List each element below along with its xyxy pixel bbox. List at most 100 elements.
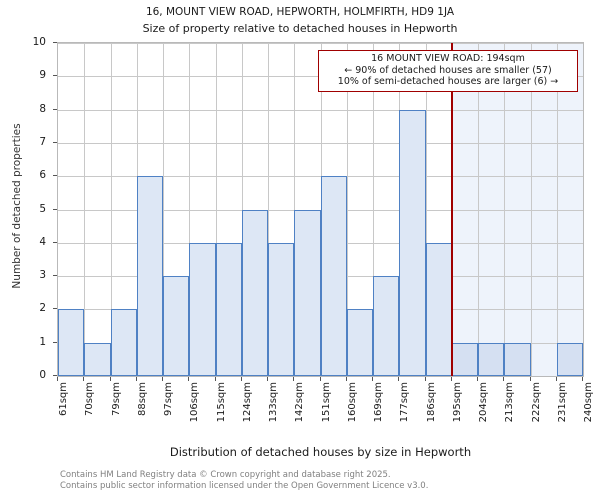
gridline-vertical <box>268 43 269 376</box>
x-tick-mark <box>293 377 295 381</box>
histogram-bar <box>294 209 321 376</box>
gridline-vertical <box>215 43 217 376</box>
gridline-vertical <box>556 43 558 376</box>
x-tick-label: 231sqm <box>556 382 568 423</box>
x-tick-label: 169sqm <box>373 382 384 423</box>
histogram-bar <box>110 309 137 376</box>
x-tick-mark <box>188 377 190 381</box>
gridline-vertical <box>425 43 427 376</box>
x-tick-label: 240sqm <box>583 382 594 423</box>
footer-line-1: Contains HM Land Registry data © Crown c… <box>60 470 391 480</box>
x-tick-label: 106sqm <box>189 382 201 423</box>
y-tick-label: 3 <box>39 269 46 282</box>
x-tick-label: 204sqm <box>478 382 489 423</box>
gridline-vertical <box>163 43 164 376</box>
y-tick-label: 4 <box>39 235 46 248</box>
x-tick-mark <box>529 377 531 381</box>
y-tick-label: 6 <box>39 169 46 182</box>
x-tick-label: 97sqm <box>163 382 174 417</box>
gridline-vertical <box>110 43 112 376</box>
x-tick-mark <box>398 377 400 381</box>
annotation-line-larger: 10% of semi-detached houses are larger (… <box>337 76 559 87</box>
x-tick-mark <box>424 377 426 381</box>
chart-subtitle: Size of property relative to detached ho… <box>142 22 458 35</box>
y-tick-label: 5 <box>39 202 46 215</box>
x-tick-mark <box>582 377 583 381</box>
x-tick-label: 213sqm <box>504 382 516 423</box>
y-tick-mark <box>53 141 57 143</box>
x-tick-mark <box>477 377 478 381</box>
x-tick-mark <box>267 377 268 381</box>
x-tick-mark <box>83 377 85 381</box>
x-tick-label: 177sqm <box>399 382 411 423</box>
x-tick-label: 151sqm <box>320 382 332 423</box>
y-tick-mark <box>53 308 57 310</box>
property-marker-line <box>450 43 453 376</box>
x-tick-label: 88sqm <box>136 382 148 417</box>
x-tick-label: 195sqm <box>451 382 463 423</box>
y-tick-label: 2 <box>39 302 46 315</box>
x-tick-mark <box>345 377 347 381</box>
x-tick-mark <box>162 377 163 381</box>
histogram-bar <box>189 242 216 376</box>
histogram-bar <box>320 176 347 376</box>
x-tick-label: 160sqm <box>346 382 358 423</box>
annotation-line-smaller: ← 90% of detached houses are smaller (57… <box>344 64 552 76</box>
histogram-bar <box>556 342 583 376</box>
x-tick-label: 222sqm <box>530 382 542 423</box>
y-tick-mark <box>53 175 57 177</box>
y-tick-mark <box>53 75 57 77</box>
gridline-vertical <box>504 43 506 376</box>
x-tick-label: 61sqm <box>58 382 69 417</box>
y-tick-label: 10 <box>32 36 46 48</box>
gridline-vertical <box>189 43 191 376</box>
x-tick-mark <box>555 377 557 381</box>
attribution-footer: Contains HM Land Registry data © Crown c… <box>60 470 590 491</box>
gridline-vertical <box>373 43 374 376</box>
histogram-bar <box>451 342 478 376</box>
y-tick-mark <box>53 375 57 376</box>
y-tick-label: 0 <box>39 369 46 381</box>
histogram-bar <box>425 242 452 376</box>
gridline-vertical <box>84 43 86 376</box>
histogram-bar <box>163 276 190 376</box>
x-tick-label: 70sqm <box>84 382 96 417</box>
y-tick-label: 8 <box>39 102 46 115</box>
x-tick-mark <box>503 377 505 381</box>
histogram-bar <box>84 342 111 376</box>
annotation-line-subject: 16 MOUNT VIEW ROAD: 194sqm <box>371 53 525 64</box>
y-tick-label: 9 <box>39 69 46 82</box>
page-title: 16, MOUNT VIEW ROAD, HEPWORTH, HOLMFIRTH… <box>145 6 455 18</box>
chart-title-block: 16, MOUNT VIEW ROAD, HEPWORTH, HOLMFIRTH… <box>0 4 600 37</box>
histogram-bar <box>504 342 531 376</box>
x-tick-label: 79sqm <box>110 382 122 417</box>
gridline-vertical <box>346 43 348 376</box>
gridline-vertical <box>478 43 479 376</box>
x-tick-mark <box>214 377 216 381</box>
x-tick-label: 115sqm <box>215 382 227 423</box>
y-tick-label: 7 <box>39 135 46 148</box>
y-tick-mark <box>53 275 57 277</box>
histogram-bar <box>268 242 295 376</box>
histogram-bar <box>373 276 400 376</box>
histogram-bar <box>478 342 505 376</box>
histogram-bar <box>215 242 242 376</box>
x-axis-title: Distribution of detached houses by size … <box>169 445 472 459</box>
histogram-bar <box>58 309 85 376</box>
x-tick-label: 124sqm <box>241 382 253 423</box>
x-tick-mark <box>372 377 373 381</box>
x-tick-mark <box>57 377 58 381</box>
x-tick-mark <box>319 377 321 381</box>
y-tick-mark <box>53 208 57 210</box>
histogram-bar <box>399 109 426 376</box>
y-tick-mark <box>53 241 57 243</box>
histogram-bar <box>241 209 268 376</box>
histogram-plot-area <box>57 42 584 377</box>
x-tick-label: 133sqm <box>268 382 279 423</box>
x-tick-mark <box>109 377 111 381</box>
x-tick-label: 142sqm <box>294 382 306 423</box>
y-tick-mark <box>53 108 57 110</box>
x-tick-label: 186sqm <box>425 382 437 423</box>
property-annotation-box: 16 MOUNT VIEW ROAD: 194sqm ← 90% of deta… <box>318 50 578 92</box>
gridline-horizontal <box>58 376 583 377</box>
